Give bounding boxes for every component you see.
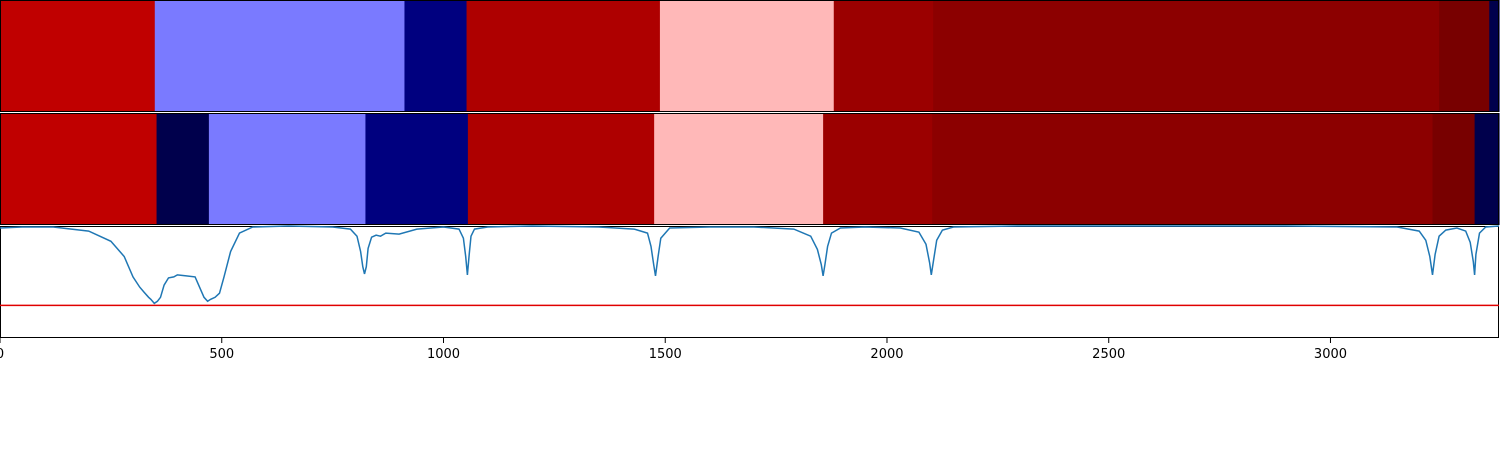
segment-1-8 bbox=[1489, 0, 1500, 112]
segment-2-4 bbox=[467, 113, 655, 225]
segment-2-0 bbox=[0, 113, 158, 225]
segment-1-7 bbox=[1439, 0, 1490, 112]
score-line bbox=[0, 225, 1500, 305]
segment-1-2 bbox=[404, 0, 468, 112]
segment-1-5 bbox=[833, 0, 934, 112]
x-tick-label-1000: 1000 bbox=[427, 347, 460, 362]
segment-1-0 bbox=[0, 0, 156, 112]
segment-2-2 bbox=[208, 113, 367, 225]
segment-1-4 bbox=[659, 0, 835, 112]
x-tick-label-2500: 2500 bbox=[1092, 347, 1125, 362]
segmentation-band-1-frame bbox=[0, 0, 1499, 112]
x-tick-label-0: 0 bbox=[0, 347, 4, 362]
segment-1-6 bbox=[933, 0, 1440, 112]
segment-1-3 bbox=[466, 0, 661, 112]
x-tick-label-500: 500 bbox=[209, 347, 234, 362]
x-tick-label-2000: 2000 bbox=[870, 347, 903, 362]
segment-2-9 bbox=[1474, 113, 1500, 225]
segmentation-band-1 bbox=[0, 0, 1500, 112]
score-line-frame bbox=[0, 226, 1499, 338]
segment-1-1 bbox=[154, 0, 406, 112]
segment-2-6 bbox=[823, 113, 933, 225]
x-tick-label-3000: 3000 bbox=[1314, 347, 1347, 362]
segment-2-3 bbox=[365, 113, 469, 225]
segment-2-8 bbox=[1432, 113, 1476, 225]
segment-2-5 bbox=[654, 113, 824, 225]
segment-2-1 bbox=[156, 113, 210, 225]
segmentation-band-2-frame bbox=[0, 113, 1499, 225]
segment-2-7 bbox=[932, 113, 1434, 225]
segmentation-band-2 bbox=[0, 113, 1500, 225]
score-line-panel bbox=[0, 225, 1500, 338]
x-axis: 0 500 1000 1500 2000 2500 3000 bbox=[0, 338, 1347, 362]
x-tick-label-1500: 1500 bbox=[649, 347, 682, 362]
